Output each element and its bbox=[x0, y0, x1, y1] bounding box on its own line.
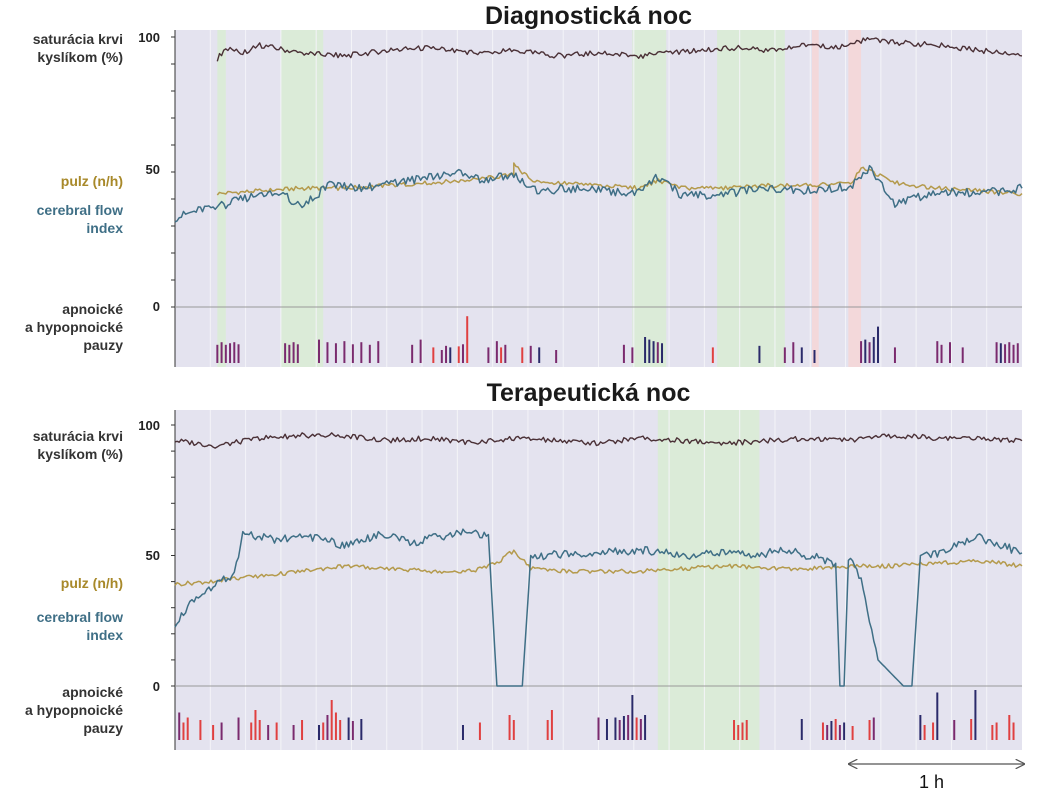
sleep-stage-band bbox=[811, 30, 819, 367]
sleep-stage-band bbox=[217, 30, 226, 367]
ther-tick-0: 0 bbox=[152, 679, 160, 694]
diag-title: Diagnostická noc bbox=[485, 2, 692, 30]
diag-apnea-label: apnoické a hypopnoické pauzy bbox=[24, 301, 123, 353]
ther-title: Terapeutická noc bbox=[486, 379, 691, 407]
ther-pulse-label: pulz (n/h) bbox=[60, 575, 123, 591]
ther-tick-100: 100 bbox=[138, 418, 160, 433]
spo2-line bbox=[174, 432, 1023, 449]
diag-tick-100: 100 bbox=[138, 30, 160, 45]
sleep-stage-band bbox=[280, 30, 324, 367]
sleep-stage-band bbox=[657, 410, 760, 750]
cfi-line bbox=[174, 528, 1023, 687]
sleep-stage-band bbox=[848, 30, 862, 367]
ther-tick-50: 50 bbox=[145, 548, 160, 563]
spo2-line bbox=[216, 37, 1023, 62]
scale-bar-label: 1 h bbox=[919, 772, 945, 792]
pulse-line bbox=[216, 162, 1023, 197]
sleep-stage-band bbox=[717, 30, 785, 367]
diag-cfi-label: cerebral flow index bbox=[36, 202, 123, 236]
diag-spo2-label: saturácia krvi kyslíkom (%) bbox=[32, 31, 123, 65]
sleep-stage-band bbox=[632, 30, 667, 367]
pulse-line bbox=[174, 549, 1023, 587]
diag-tick-0: 0 bbox=[152, 299, 160, 314]
ther-apnea-label: apnoické a hypopnoické pauzy bbox=[24, 684, 123, 736]
cfi-line bbox=[174, 164, 1023, 223]
ther-cfi-label: cerebral flow index bbox=[36, 609, 123, 643]
diag-tick-50: 50 bbox=[145, 162, 160, 177]
diag-pulse-label: pulz (n/h) bbox=[60, 173, 123, 189]
ther-spo2-label: saturácia krvi kyslíkom (%) bbox=[32, 428, 123, 462]
